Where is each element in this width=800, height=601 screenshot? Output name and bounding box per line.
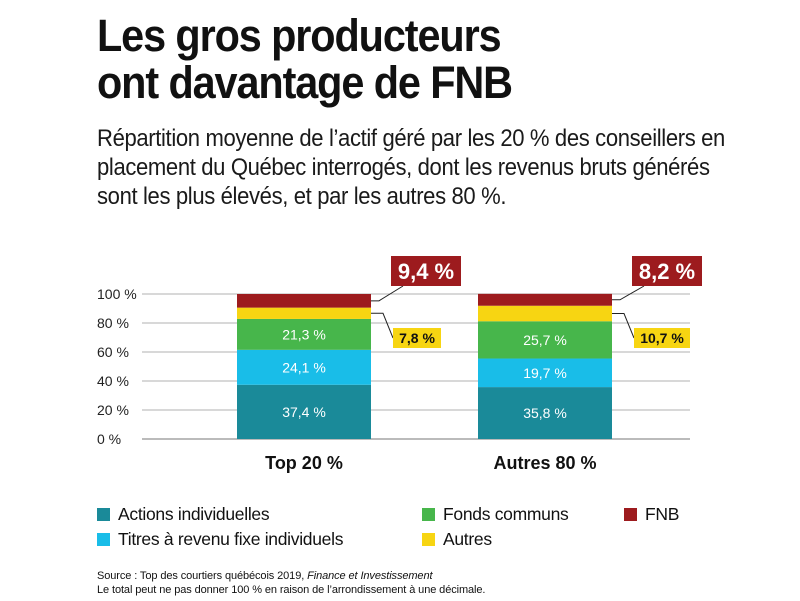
source-line: Source : Top des courtiers québécois 201… [97, 569, 485, 583]
legend-item: Titres à revenu fixe individuels [97, 527, 343, 551]
x-category-label: Autres 80 % [493, 453, 596, 473]
y-tick-label: 0 % [97, 431, 121, 447]
segment-value-label: 25,7 % [523, 332, 567, 348]
y-tick-label: 20 % [97, 402, 129, 418]
legend: Actions individuelles Fonds communs FNB Tit… [97, 502, 797, 554]
source-publication: Finance et Investissement [307, 570, 433, 582]
callout-leader [612, 313, 635, 339]
legend-swatch [97, 532, 110, 546]
segment-value-label: 24,1 % [282, 359, 326, 375]
callout-box [632, 256, 702, 286]
bar-segment [478, 321, 612, 359]
callout-value-label: 9,4 % [398, 259, 454, 284]
segment-value-label: 19,7 % [523, 365, 567, 381]
callout-value-label: 7,8 % [399, 330, 435, 346]
bar-segment [237, 307, 371, 319]
legend-label: Actions individuelles [118, 503, 270, 524]
legend-swatch [97, 507, 110, 521]
y-tick-label: 60 % [97, 344, 129, 360]
chart-subtitle: Répartition moyenne de l’actif géré par … [97, 125, 725, 210]
title-line-2: ont davantage de FNB [97, 57, 513, 108]
source-prefix: Source : Top des courtiers québécois 201… [97, 570, 308, 582]
bar-segment [478, 305, 612, 322]
callout-box [391, 256, 461, 286]
legend-label: Fonds communs [443, 503, 569, 524]
y-tick-label: 40 % [97, 373, 129, 389]
segment-value-label: 37,4 % [282, 404, 326, 420]
legend-label: FNB [645, 503, 680, 524]
bar-segment [237, 349, 371, 385]
bar-segment [478, 358, 612, 388]
bar-segment [237, 318, 371, 350]
title-line-1: Les gros producteurs [97, 10, 502, 61]
segment-value-label: 21,3 % [282, 326, 326, 342]
legend-item: FNB [624, 502, 679, 526]
rounding-note: Le total peut ne pas donner 100 % en rai… [97, 584, 486, 596]
bar-segment [478, 387, 612, 439]
bar-segment [237, 384, 371, 439]
callout-leader [371, 312, 394, 339]
y-tick-label: 80 % [97, 315, 129, 331]
source-note: Source : Top des courtiers québécois 201… [97, 569, 485, 597]
callout-value-label: 8,2 % [639, 259, 695, 284]
bar-segment [237, 294, 371, 308]
stacked-bar-chart: 0 % 20 % 40 % 60 % 80 % 100 % 37,4 % 24,1 % 21,3… [97, 256, 702, 473]
legend-swatch [624, 507, 637, 521]
legend-swatch [422, 532, 435, 546]
segment-value-label: 35,8 % [523, 405, 567, 421]
chart-title: Les gros producteurs ont davantage de FN… [97, 12, 704, 106]
legend-item: Fonds communs [422, 502, 569, 526]
legend-label: Titres à revenu fixe individuels [118, 528, 344, 549]
legend-label: Autres [443, 528, 492, 549]
legend-item: Autres [422, 527, 492, 551]
callout-box [634, 328, 690, 348]
y-tick-label: 100 % [97, 286, 137, 302]
callout-box [393, 328, 441, 348]
callout-leader [371, 285, 404, 302]
bar-segment [478, 293, 612, 306]
callout-value-label: 10,7 % [640, 330, 684, 346]
x-category-label: Top 20 % [265, 453, 343, 473]
legend-item: Actions individuelles [97, 502, 270, 526]
legend-swatch [422, 507, 435, 521]
callout-leader [612, 285, 645, 301]
